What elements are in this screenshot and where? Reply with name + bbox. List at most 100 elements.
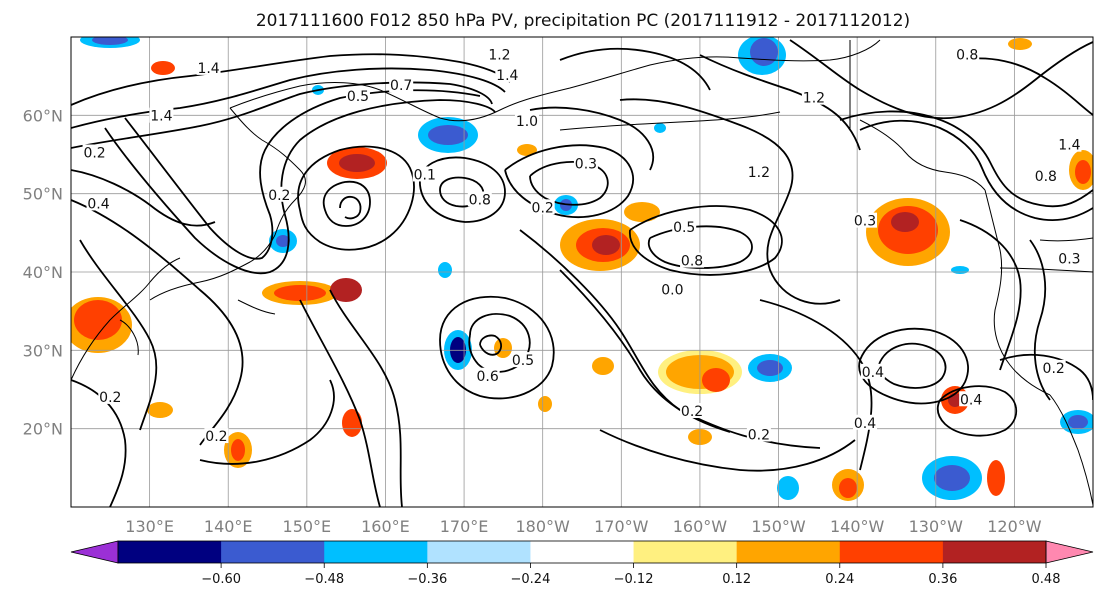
contour-label-bg [955, 46, 980, 62]
contour-label: 0.3 [575, 156, 597, 172]
contour-label-bg [746, 426, 771, 442]
contour-label-bg [86, 195, 111, 211]
contour-label: 1.0 [516, 114, 538, 130]
contour-label-bg [680, 403, 705, 418]
contour-label: 0.2 [681, 404, 703, 420]
colorbar-tick-label: −0.48 [304, 572, 344, 587]
contour-label-bg [746, 164, 771, 180]
contour-label-bg [475, 367, 500, 383]
colorbar-tick-label: 0.48 [1032, 572, 1061, 587]
contour-label-bg [389, 77, 414, 93]
lon-label: 140°E [204, 517, 253, 536]
contour-label-bg [1057, 250, 1082, 266]
contour-labels: 1.4 1.4 1.2 1.4 0.7 0.5 1.0 0.3 0.1 0.2 0.8 0.2 0.5 0… [82, 46, 1082, 445]
contour-label: 1.4 [1058, 138, 1080, 154]
colorbar-segment [324, 541, 428, 563]
contour-label-bg [860, 363, 885, 379]
contour-label-bg [530, 199, 555, 215]
contour-label-bg [959, 391, 984, 407]
contour-label-bg [672, 218, 697, 234]
lon-label: 170°W [594, 517, 649, 536]
contour-label: 1.4 [150, 109, 172, 125]
colorbar-frame [117, 540, 1047, 564]
contour-label-bg [345, 88, 370, 104]
latitude-labels: 60°N 50°N 40°N 30°N 20°N [23, 106, 63, 438]
colorbar-segment [427, 541, 531, 563]
contour-label: 1.2 [803, 91, 825, 107]
contour-label: 0.5 [347, 89, 369, 105]
contour-label-bg [204, 428, 229, 444]
contour-label-bg [412, 166, 437, 182]
contour-label-bg [495, 66, 520, 82]
colorbar-segment [118, 541, 222, 563]
colorbar-segment [221, 541, 325, 563]
lon-label: 160°E [361, 517, 410, 536]
contour-label: 0.6 [477, 369, 499, 385]
longitude-labels: 130°E 140°E 150°E 160°E 170°E 180°W 170°W 160°W… [125, 517, 1041, 536]
lat-label: 60°N [23, 106, 63, 125]
contour-label-bg [1057, 136, 1082, 152]
lon-label: 150°E [283, 517, 332, 536]
contour-label: 1.2 [748, 165, 770, 181]
contour-label-bg [1033, 168, 1058, 183]
contour-label-bg [82, 144, 107, 160]
contour-label-bg [511, 352, 536, 368]
colorbar-tick-label: −0.12 [614, 572, 654, 587]
contour-label: 0.8 [469, 193, 491, 209]
lon-label: 180°W [516, 517, 571, 536]
contour-label: 0.1 [414, 167, 436, 183]
lat-label: 40°N [23, 263, 63, 282]
contour-label: 0.3 [1058, 251, 1080, 267]
colorbar-segment [839, 541, 944, 563]
contour-label: 0.0 [661, 283, 683, 299]
contour-label: 1.2 [488, 48, 510, 64]
colorbar-tick-label: 0.24 [825, 572, 854, 587]
contour-label-bg [1041, 359, 1066, 375]
colorbar-tick-label: −0.60 [201, 572, 241, 587]
contour-label: 0.4 [862, 365, 884, 381]
colorbar-segment [530, 541, 635, 563]
contour-label-bg [487, 46, 512, 62]
contour-label-bg [514, 113, 539, 129]
contour-label-bg [680, 252, 705, 268]
lon-label: 130°E [125, 517, 174, 536]
coastlines [71, 39, 1093, 506]
contour-label: 0.2 [748, 428, 770, 444]
map-panel: 1.4 1.4 1.2 1.4 0.7 0.5 1.0 0.3 0.1 0.2 0.8 0.2 0.5 0… [23, 36, 1094, 536]
contour-label-bg [267, 186, 292, 202]
contour-label: 0.8 [956, 48, 978, 64]
lat-label: 20°N [23, 420, 63, 439]
colorbar-segment [736, 541, 841, 563]
contour-label: 1.4 [197, 61, 219, 77]
colorbar-tick-label: 0.12 [722, 572, 751, 587]
precip-anomaly-fill [71, 37, 1093, 501]
contour-label-bg [98, 388, 123, 404]
contour-label: 0.2 [83, 146, 105, 162]
contour-label: 0.4 [854, 416, 876, 432]
colorbar: −0.60 −0.48 −0.36 −0.24 −0.12 0.12 0.24 0.36 0.4… [70, 540, 1094, 587]
contour-label: 1.4 [496, 68, 518, 84]
colorbar-extend-high [1045, 540, 1094, 564]
colorbar-tick-label: −0.36 [407, 572, 447, 587]
contour-label: 0.3 [854, 214, 876, 230]
contour-label-bg [853, 414, 878, 430]
contour-label: 0.8 [1035, 169, 1057, 185]
lat-label: 50°N [23, 185, 63, 204]
contour-label: 0.2 [268, 188, 290, 204]
contour-label: 0.2 [532, 200, 554, 216]
contour-label-bg [196, 59, 221, 75]
contour-label: 0.5 [673, 220, 695, 236]
lon-label: 130°W [909, 517, 964, 536]
contour-label-bg [573, 155, 598, 171]
lon-label: 140°W [830, 517, 885, 536]
contour-label: 0.2 [1043, 361, 1065, 377]
pv-contours [71, 39, 1093, 507]
figure-title: 2017111600 F012 850 hPa PV, precipitatio… [256, 11, 910, 31]
lon-label: 170°E [440, 517, 489, 536]
contour-label: 0.5 [512, 353, 534, 369]
contour-label-bg [801, 89, 826, 105]
colorbar-tick-label: −0.24 [511, 572, 551, 587]
colorbar-extend-low [70, 540, 119, 564]
map-frame [70, 36, 1094, 508]
